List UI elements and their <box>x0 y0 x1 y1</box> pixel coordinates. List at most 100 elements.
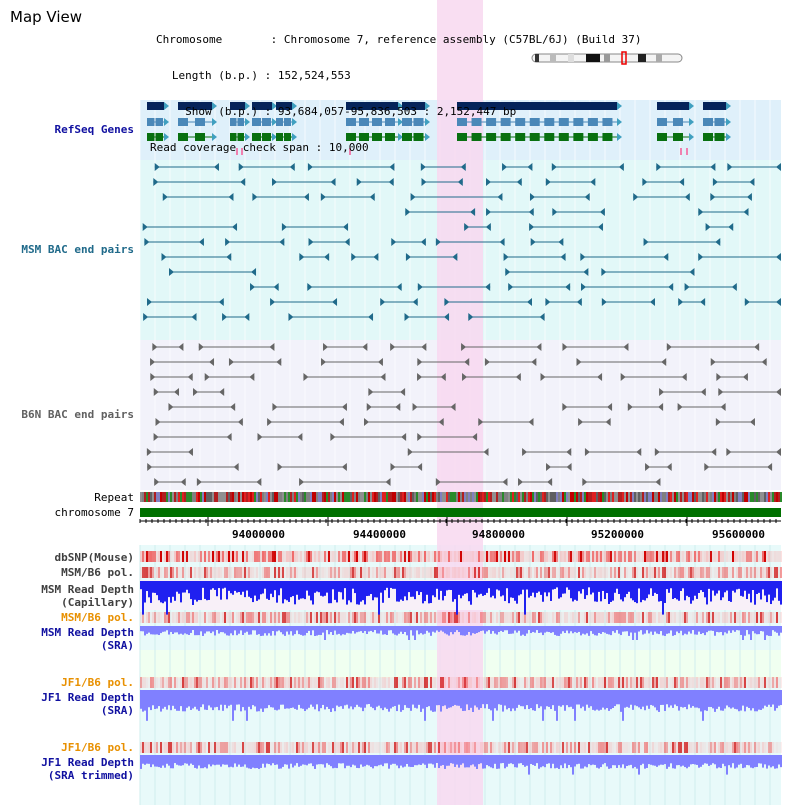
depth-bar <box>734 755 736 769</box>
msm-b6-pol-2-label[interactable]: MSM/B6 pol. <box>61 611 134 624</box>
chromosome-label[interactable]: chromosome 7 <box>54 506 134 519</box>
depth-bar <box>694 755 696 765</box>
b6n-bac-pair-end <box>299 478 305 486</box>
heat-cell <box>188 612 190 623</box>
depth-bar <box>696 626 698 635</box>
heat-cell <box>262 551 264 562</box>
heat-cell <box>568 612 570 623</box>
gene-exon <box>471 133 482 141</box>
depth-bar <box>600 690 602 710</box>
depth-bar <box>624 581 626 598</box>
heat-cell <box>634 551 636 562</box>
b6n-bac-pair-end <box>385 478 391 486</box>
depth-bar <box>524 626 526 636</box>
depth-bar <box>440 755 442 766</box>
repeat-segment <box>162 492 164 502</box>
b6n-bac-pair-end <box>726 448 732 456</box>
repeat-segment <box>638 492 640 502</box>
heat-cell <box>302 677 304 688</box>
repeat-segment <box>144 492 146 502</box>
heat-cell <box>484 567 486 578</box>
heat-cell <box>730 612 732 623</box>
repeat-label[interactable]: Repeat <box>94 491 134 504</box>
heat-cell <box>376 677 378 688</box>
heat-cell <box>270 677 272 688</box>
depth-bar <box>766 755 768 769</box>
msm-depth-sra-label[interactable]: MSM Read Depth <box>41 626 134 639</box>
depth-bar <box>560 581 562 598</box>
depth-bar <box>728 690 730 708</box>
depth-bar <box>312 626 314 631</box>
heat-cell <box>772 677 774 688</box>
depth-bar <box>270 755 272 766</box>
depth-bar <box>226 690 228 709</box>
depth-bar <box>242 690 244 708</box>
msm-depth-capillary-label[interactable]: MSM Read Depth <box>41 583 134 596</box>
msm-bac-pair-end <box>464 223 470 231</box>
heat-cell <box>214 677 216 688</box>
heat-cell <box>148 742 150 753</box>
depth-bar <box>306 755 308 766</box>
repeat-segment <box>518 492 520 502</box>
heat-cell <box>574 567 576 578</box>
depth-bar <box>348 626 350 634</box>
depth-bar <box>482 626 484 631</box>
ideogram-band <box>550 54 556 62</box>
repeat-segment <box>708 492 710 502</box>
depth-bar <box>524 690 526 710</box>
heat-cell <box>434 551 436 562</box>
jf1-b6-pol-2-label[interactable]: JF1/B6 pol. <box>61 741 134 754</box>
msm-bac-pair-end <box>684 283 690 291</box>
depth-bar <box>322 581 324 597</box>
repeat-segment <box>172 492 174 502</box>
heat-cell <box>726 612 728 623</box>
gene-exon <box>385 118 395 126</box>
heat-cell <box>676 677 678 688</box>
dbsnp-label[interactable]: dbSNP(Mouse) <box>54 551 134 564</box>
heat-cell <box>682 551 684 562</box>
heat-cell <box>488 742 490 753</box>
heat-cell <box>210 551 212 562</box>
heat-cell <box>534 742 536 753</box>
heat-cell <box>678 677 680 688</box>
msm-bac-label[interactable]: MSM BAC end pairs <box>21 243 134 256</box>
heat-cell <box>724 677 726 688</box>
depth-bar <box>654 581 656 593</box>
heat-cell <box>550 567 552 578</box>
heat-cell <box>274 612 276 623</box>
jf1-b6-pol-label[interactable]: JF1/B6 pol. <box>61 676 134 689</box>
repeat-segment <box>698 492 700 502</box>
depth-bar <box>188 581 190 594</box>
depth-bar <box>512 755 514 765</box>
b6n-bac-label[interactable]: B6N BAC end pairs <box>21 408 134 421</box>
msm-b6-pol-label[interactable]: MSM/B6 pol. <box>61 566 134 579</box>
heat-cell <box>156 677 158 688</box>
heat-cell <box>322 677 324 688</box>
depth-bar <box>142 626 144 632</box>
refseq-genes-label[interactable]: RefSeq Genes <box>54 123 134 136</box>
heat-cell <box>650 742 652 753</box>
chromosome-bar <box>140 508 781 517</box>
depth-bar <box>288 581 290 602</box>
heat-cell <box>630 742 632 753</box>
heat-cell <box>656 742 658 753</box>
jf1-depth-sra-label[interactable]: JF1 Read Depth <box>41 691 134 704</box>
heat-cell <box>546 742 548 753</box>
depth-bar <box>622 755 624 765</box>
repeat-segment <box>168 492 170 502</box>
depth-bar <box>472 581 474 590</box>
heat-cell <box>450 742 452 753</box>
jf1-depth-trim-label[interactable]: JF1 Read Depth <box>41 756 134 769</box>
repeat-segment <box>508 492 510 502</box>
heat-cell <box>146 742 148 753</box>
depth-bar <box>290 690 292 708</box>
heat-cell <box>606 567 608 578</box>
depth-bar <box>660 755 662 765</box>
b6n-bac-pair-end <box>196 478 202 486</box>
heat-cell <box>174 567 176 578</box>
depth-bar <box>746 626 748 631</box>
depth-bar <box>254 690 256 707</box>
heat-cell <box>682 567 684 578</box>
heat-cell <box>274 677 276 688</box>
b6n-bac-pair-end <box>204 373 210 381</box>
